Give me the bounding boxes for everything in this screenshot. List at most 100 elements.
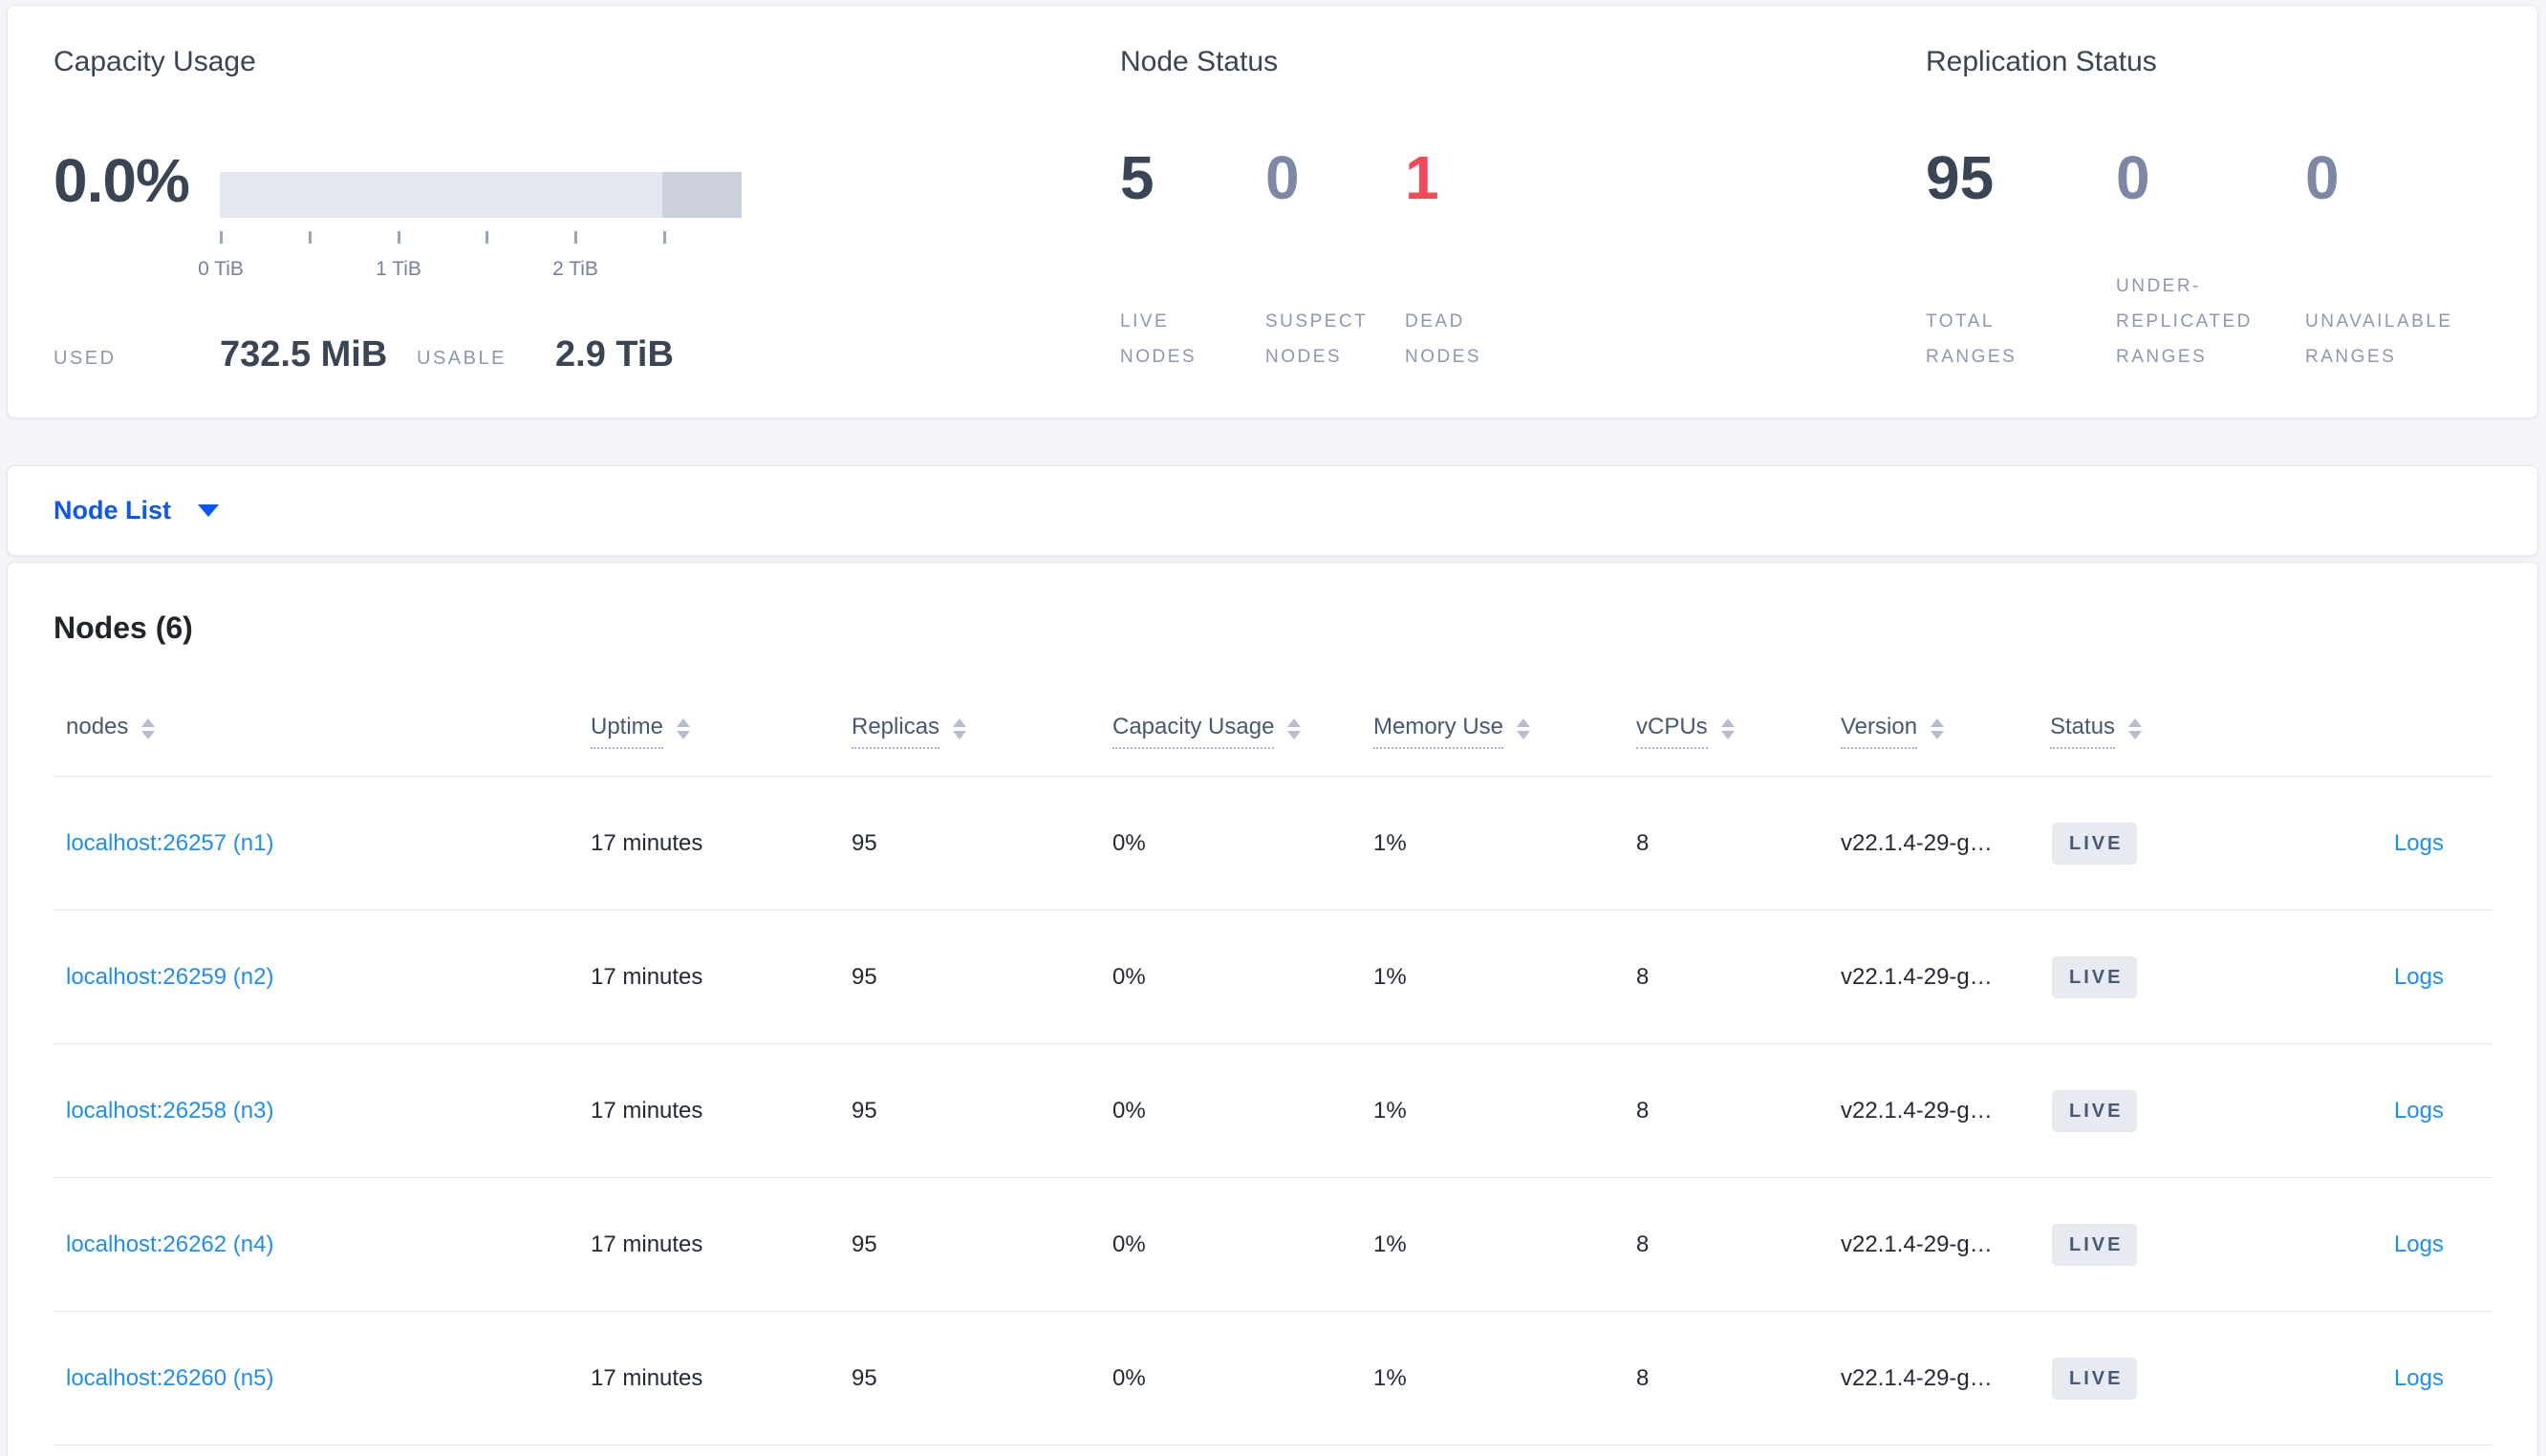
capacity-usage-cell: 0% bbox=[1112, 963, 1146, 990]
replicas-cell: 95 bbox=[852, 1364, 877, 1391]
sort-arrows-icon bbox=[1517, 718, 1531, 739]
node-link[interactable]: localhost:26258 (n3) bbox=[66, 1097, 274, 1124]
total-ranges-label: TOTAL RANGES bbox=[1926, 311, 2017, 367]
under-replicated-ranges-label: UNDER-REPLICATED RANGES bbox=[2116, 276, 2253, 367]
suspect-nodes-value: 0 bbox=[1265, 143, 1300, 212]
sort-arrows-icon bbox=[1720, 718, 1735, 739]
axis-tick-label: 1 TiB bbox=[376, 258, 421, 280]
total-ranges-value: 95 bbox=[1926, 143, 1995, 212]
capacity-bar-end-segment bbox=[662, 172, 742, 218]
capacity-usage-cell: 0% bbox=[1112, 1231, 1146, 1257]
node-list-dropdown-label: Node List bbox=[54, 496, 172, 525]
suspect-nodes-label: SUSPECT NODES bbox=[1265, 311, 1368, 367]
logs-link[interactable]: Logs bbox=[2393, 829, 2444, 856]
table-row: localhost:26259 (n2) 17 minutes 95 0% 1%… bbox=[54, 910, 2492, 1044]
nodes-table-header: nodes Uptime Replicas Capacity Usage Mem… bbox=[54, 706, 2492, 777]
replicas-cell: 95 bbox=[852, 963, 877, 990]
chevron-down-icon bbox=[198, 504, 220, 517]
memory-use-cell: 1% bbox=[1373, 1097, 1407, 1124]
capacity-usage-cell: 0% bbox=[1112, 1097, 1146, 1124]
replicas-cell: 95 bbox=[852, 829, 877, 856]
nodes-table-panel: Nodes (6) nodes Uptime Replicas Capacity… bbox=[7, 562, 2538, 1456]
status-badge: LIVE bbox=[2052, 1357, 2138, 1400]
column-header-vcpus[interactable]: vCPUs bbox=[1636, 714, 1841, 749]
column-header-version[interactable]: Version bbox=[1841, 714, 2050, 749]
capacity-percent-value: 0.0% bbox=[54, 146, 190, 215]
node-link[interactable]: localhost:26259 (n2) bbox=[66, 963, 274, 990]
capacity-axis: 0 TiB 1 TiB 2 TiB bbox=[198, 231, 742, 280]
sort-arrows-icon bbox=[2128, 718, 2143, 739]
status-badge: LIVE bbox=[2052, 1223, 2138, 1266]
node-link[interactable]: localhost:26260 (n5) bbox=[66, 1364, 274, 1391]
unavailable-ranges-value: 0 bbox=[2305, 143, 2340, 212]
under-replicated-ranges-value: 0 bbox=[2116, 143, 2150, 212]
logs-link[interactable]: Logs bbox=[2393, 1097, 2444, 1124]
usable-value: 2.9 TiB bbox=[555, 334, 674, 375]
column-header-memory-use[interactable]: Memory Use bbox=[1373, 714, 1636, 749]
vcpus-cell: 8 bbox=[1636, 1097, 1650, 1124]
axis-tick bbox=[485, 231, 488, 244]
table-row: localhost:26262 (n4) 17 minutes 95 0% 1%… bbox=[54, 1178, 2492, 1312]
memory-use-cell: 1% bbox=[1373, 829, 1407, 856]
nodes-section-title: Nodes (6) bbox=[54, 610, 193, 645]
capacity-usage-title: Capacity Usage bbox=[54, 46, 256, 77]
total-ranges-metric: 95 TOTAL RANGES bbox=[1926, 147, 2069, 375]
status-badge: LIVE bbox=[2052, 822, 2138, 865]
view-selector-bar: Node List bbox=[7, 465, 2538, 556]
replicas-cell: 95 bbox=[852, 1231, 877, 1257]
vcpus-cell: 8 bbox=[1636, 1364, 1650, 1391]
status-badge: LIVE bbox=[2052, 955, 2138, 998]
table-row: localhost:26260 (n5) 17 minutes 95 0% 1%… bbox=[54, 1312, 2492, 1445]
under-replicated-ranges-metric: 0 UNDER-REPLICATED RANGES bbox=[2116, 147, 2293, 375]
capacity-stats: USED 732.5 MiB USABLE 2.9 TiB bbox=[8, 334, 2537, 380]
node-link[interactable]: localhost:26262 (n4) bbox=[66, 1231, 274, 1257]
unavailable-ranges-label: UNAVAILABLE RANGES bbox=[2305, 311, 2453, 367]
sort-arrows-icon bbox=[953, 718, 967, 739]
logs-link[interactable]: Logs bbox=[2393, 963, 2444, 990]
live-nodes-value: 5 bbox=[1120, 143, 1154, 212]
logs-link[interactable]: Logs bbox=[2393, 1231, 2444, 1257]
version-cell: v22.1.4-29-g… bbox=[1841, 1231, 1993, 1257]
status-badge: LIVE bbox=[2052, 1089, 2138, 1132]
memory-use-cell: 1% bbox=[1373, 1364, 1407, 1391]
axis-tick-label: 2 TiB bbox=[552, 258, 598, 280]
sort-arrows-icon bbox=[1931, 718, 1945, 739]
cluster-summary-panel: Capacity Usage 0.0% 0 TiB 1 TiB 2 TiB US… bbox=[7, 5, 2538, 418]
version-cell: v22.1.4-29-g… bbox=[1841, 1364, 1993, 1391]
axis-tick bbox=[398, 231, 400, 244]
table-row: localhost:26258 (n3) 17 minutes 95 0% 1%… bbox=[54, 1044, 2492, 1178]
uptime-cell: 17 minutes bbox=[591, 829, 703, 856]
vcpus-cell: 8 bbox=[1636, 963, 1650, 990]
capacity-usage-cell: 0% bbox=[1112, 829, 1146, 856]
used-value: 732.5 MiB bbox=[220, 334, 388, 375]
live-nodes-label: LIVE NODES bbox=[1120, 311, 1197, 367]
logs-link[interactable]: Logs bbox=[2393, 1364, 2444, 1391]
replicas-cell: 95 bbox=[852, 1097, 877, 1124]
used-label: USED bbox=[54, 348, 117, 369]
dead-nodes-metric: 1 DEAD NODES bbox=[1405, 147, 1529, 375]
memory-use-cell: 1% bbox=[1373, 1231, 1407, 1257]
node-link[interactable]: localhost:26257 (n1) bbox=[66, 829, 274, 856]
live-nodes-metric: 5 LIVE NODES bbox=[1120, 147, 1246, 375]
column-header-nodes[interactable]: nodes bbox=[54, 714, 591, 747]
node-list-dropdown[interactable]: Node List bbox=[54, 466, 220, 555]
uptime-cell: 17 minutes bbox=[591, 963, 703, 990]
vcpus-cell: 8 bbox=[1636, 829, 1650, 856]
suspect-nodes-metric: 0 SUSPECT NODES bbox=[1265, 147, 1399, 375]
replication-status-title: Replication Status bbox=[1926, 46, 2157, 77]
version-cell: v22.1.4-29-g… bbox=[1841, 963, 1993, 990]
axis-tick bbox=[574, 231, 577, 244]
vcpus-cell: 8 bbox=[1636, 1231, 1650, 1257]
column-header-status[interactable]: Status bbox=[2050, 714, 2293, 749]
column-header-capacity-usage[interactable]: Capacity Usage bbox=[1112, 714, 1373, 749]
sort-arrows-icon bbox=[677, 718, 691, 739]
column-header-uptime[interactable]: Uptime bbox=[591, 714, 852, 749]
dead-nodes-value: 1 bbox=[1405, 143, 1439, 212]
node-status-title: Node Status bbox=[1120, 46, 1279, 77]
usable-label: USABLE bbox=[417, 348, 507, 369]
sort-arrows-icon bbox=[1287, 718, 1302, 739]
uptime-cell: 17 minutes bbox=[591, 1097, 703, 1124]
memory-use-cell: 1% bbox=[1373, 963, 1407, 990]
axis-tick bbox=[309, 231, 312, 244]
column-header-replicas[interactable]: Replicas bbox=[852, 714, 1112, 749]
